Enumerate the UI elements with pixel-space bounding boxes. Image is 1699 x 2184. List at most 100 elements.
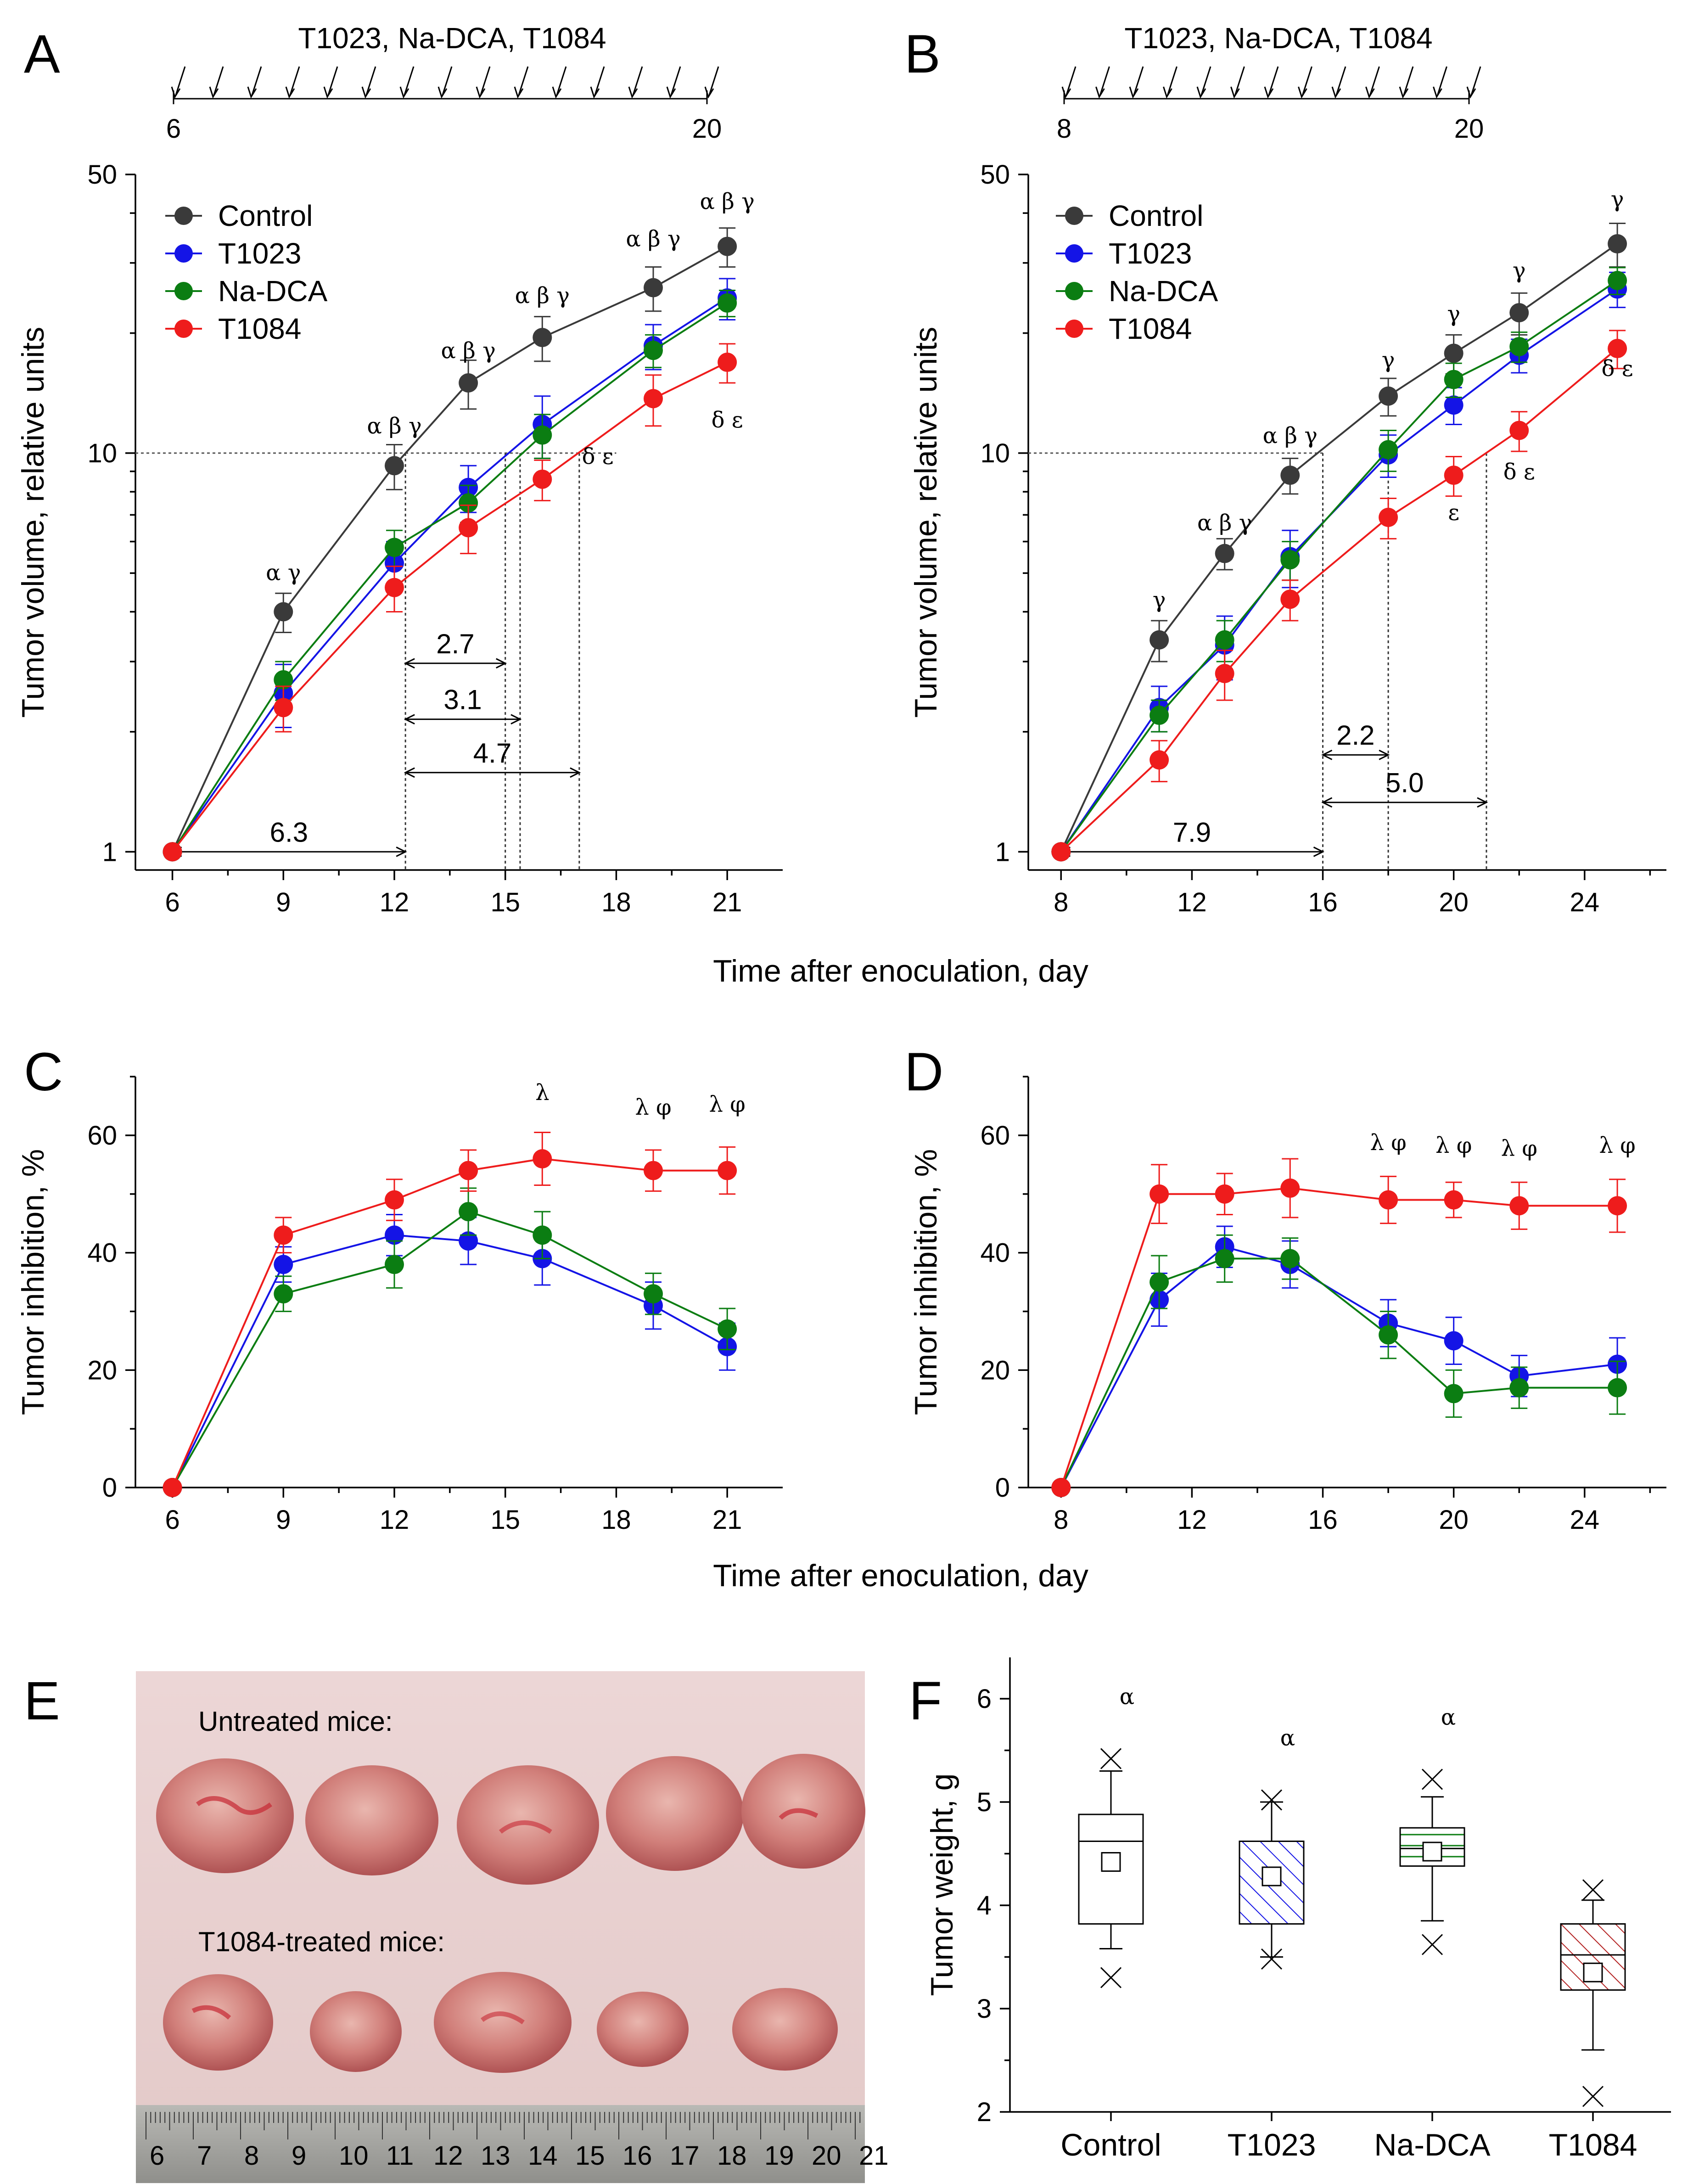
y-tick-label: 40	[87, 1238, 117, 1268]
ruler-label: 20	[812, 2141, 841, 2171]
significance-label: ε	[1448, 500, 1459, 525]
data-point	[385, 1190, 404, 1210]
injection-arrowhead	[361, 86, 371, 99]
injection-arrowhead	[666, 86, 676, 99]
injection-arrow	[708, 66, 719, 95]
injection-arrowhead	[1298, 86, 1307, 99]
ruler-label: 9	[292, 2141, 306, 2171]
significance-label: α β γ	[1263, 423, 1318, 449]
ruler-label: 6	[150, 2141, 164, 2171]
data-point	[1444, 1331, 1463, 1351]
data-point	[718, 1319, 737, 1339]
injection-arrow	[1268, 66, 1279, 95]
arrowhead-left	[404, 767, 415, 778]
data-point	[274, 1225, 293, 1245]
legend-label-na-dca: Na-DCA	[1109, 275, 1218, 308]
x-tick-label: 21	[712, 1505, 742, 1535]
data-point	[1444, 395, 1463, 415]
legend-marker	[174, 244, 193, 263]
tumor	[310, 1991, 402, 2072]
arrowhead-left	[1321, 797, 1333, 808]
series-line-t1084	[171, 1157, 728, 1488]
data-point	[385, 1255, 404, 1274]
injection-arrow	[1234, 66, 1245, 95]
y-tick-label: 10	[980, 438, 1010, 468]
tumor-vessel	[481, 2011, 525, 2025]
data-point	[644, 1284, 663, 1304]
ruler-label: 17	[670, 2141, 700, 2171]
data-point	[1509, 1378, 1529, 1398]
injection-arrow	[1167, 66, 1178, 95]
x-tick-label: 18	[601, 887, 631, 917]
significance-label: α	[1120, 1684, 1134, 1709]
significance-label: γ	[1611, 186, 1624, 212]
data-point	[1280, 590, 1300, 609]
ruler-label: 14	[528, 2141, 558, 2171]
data-point	[533, 1149, 552, 1168]
injection-arrowhead	[1061, 86, 1071, 99]
injection-arrowhead	[476, 86, 486, 99]
extreme-marker	[1100, 1748, 1122, 1769]
data-point	[385, 1225, 404, 1245]
y-tick-label: 10	[87, 438, 117, 468]
y-tick-label: 60	[87, 1121, 117, 1151]
arrowhead-left	[404, 714, 415, 724]
data-point	[1608, 234, 1627, 254]
data-point	[1379, 440, 1398, 460]
significance-label: λ φ	[709, 1092, 745, 1117]
tumor	[597, 1992, 689, 2067]
legend-marker	[174, 207, 193, 225]
data-point	[163, 1478, 182, 1497]
x-tick-label: 12	[1177, 887, 1207, 917]
interval-label: 7.9	[1173, 817, 1211, 848]
mean-marker	[1262, 1866, 1282, 1886]
arrowhead-right	[510, 714, 522, 724]
data-point	[1444, 370, 1463, 389]
tumor-vessel	[191, 2005, 231, 2020]
data-point	[718, 236, 737, 256]
legend-marker	[1065, 282, 1083, 300]
arrowhead-right	[396, 846, 407, 857]
y-tick-label: 2	[977, 2097, 992, 2127]
y-tick-label: 50	[87, 160, 117, 190]
data-point	[1149, 630, 1169, 650]
y-tick-label: 0	[995, 1473, 1010, 1503]
data-point	[718, 353, 737, 372]
data-point	[644, 278, 663, 298]
data-point	[1379, 1325, 1398, 1345]
data-point	[1215, 630, 1234, 650]
injection-arrowhead	[171, 86, 181, 99]
legend-label-t1023: T1023	[218, 237, 301, 270]
arrowhead-right	[496, 658, 507, 669]
tumor	[305, 1765, 438, 1875]
arrowhead-left	[404, 658, 415, 669]
series-line-t1084	[172, 361, 728, 853]
x-tick-label: 21	[712, 887, 742, 917]
series-line-na-dca	[171, 1210, 728, 1488]
legend-marker	[1065, 320, 1083, 338]
series-line-na-dca	[171, 302, 728, 853]
injection-arrow	[213, 66, 224, 95]
y-tick-label: 6	[977, 1684, 992, 1714]
mean-marker	[1583, 1962, 1603, 1982]
panel-letter-e: E	[24, 1671, 60, 1731]
extreme-marker	[1582, 1879, 1604, 1901]
panel-letter-f: F	[909, 1671, 942, 1731]
significance-label: α β γ	[626, 226, 680, 252]
injection-arrowhead	[1399, 86, 1409, 99]
injection-arrow	[632, 66, 643, 95]
schedule-b-end: 20	[1454, 114, 1484, 144]
injection-arrow	[1133, 66, 1144, 95]
extreme-marker	[1261, 1948, 1283, 1970]
treated-label: T1084-treated mice:	[198, 1926, 445, 1957]
interval-label: 2.7	[436, 629, 474, 659]
y-tick-label: 40	[980, 1238, 1010, 1268]
injection-arrow	[1369, 66, 1380, 95]
series-line-t1023	[1060, 288, 1618, 853]
schedule-b-title: T1023, Na-DCA, T1084	[1124, 22, 1432, 55]
injection-arrow	[1200, 66, 1211, 95]
mean-marker	[1422, 1842, 1442, 1862]
x-tick-label: 8	[1054, 887, 1068, 917]
injection-arrowhead	[514, 86, 524, 99]
extreme-marker	[1421, 1934, 1443, 1955]
